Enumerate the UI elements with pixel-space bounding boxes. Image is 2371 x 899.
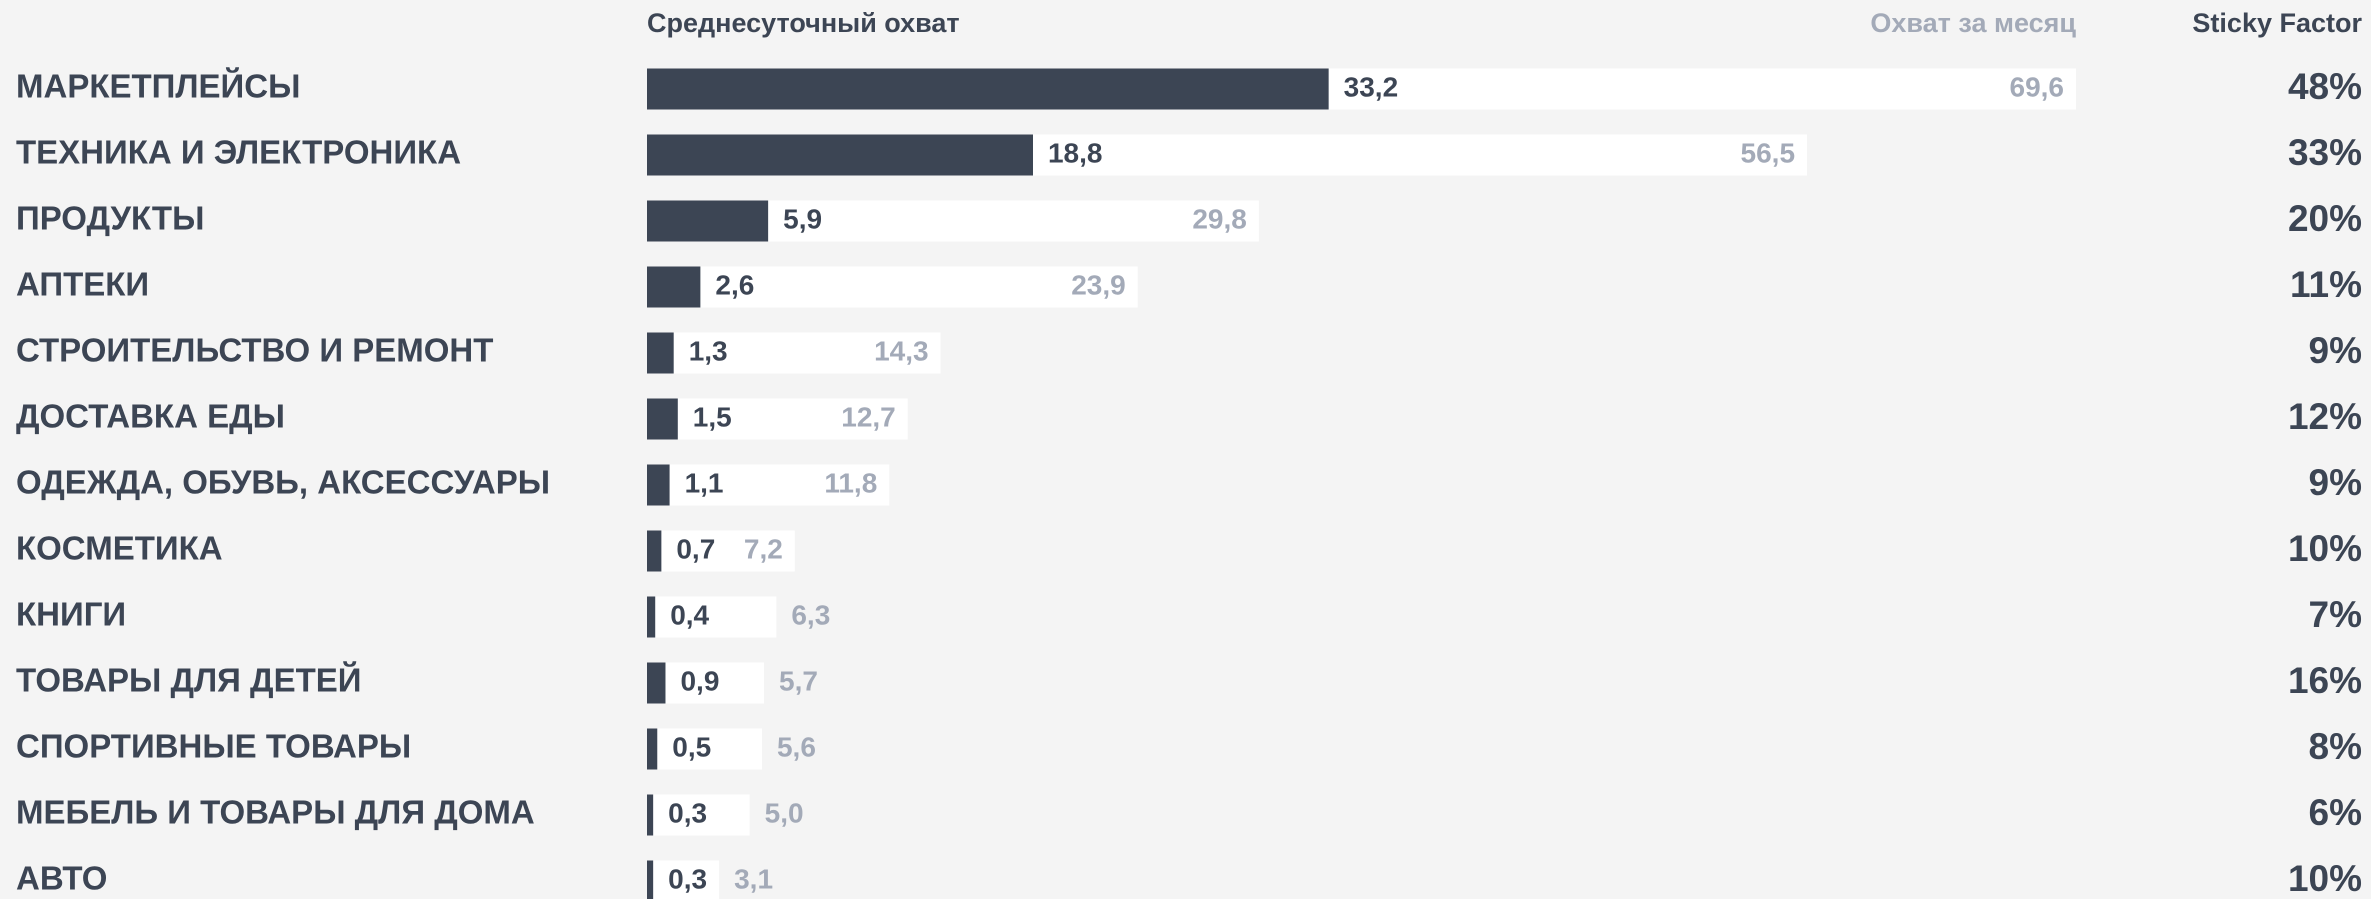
monthly-value-label: 69,6	[2010, 71, 2065, 102]
daily-bar	[647, 398, 678, 440]
monthly-bar	[647, 794, 750, 836]
sticky-factor: 9%	[2309, 462, 2362, 503]
daily-bar	[647, 332, 674, 374]
sticky-factor: 10%	[2288, 858, 2362, 899]
sticky-factor: 9%	[2309, 330, 2362, 371]
monthly-value-label: 5,7	[779, 665, 818, 696]
monthly-value-label: 11,8	[824, 467, 877, 498]
monthly-value-label: 56,5	[1741, 137, 1796, 168]
category-label: ТОВАРЫ ДЛЯ ДЕТЕЙ	[16, 661, 361, 699]
daily-bar	[647, 464, 670, 506]
monthly-bar	[647, 596, 777, 638]
sticky-factor: 20%	[2288, 198, 2362, 239]
daily-value-label: 1,3	[689, 335, 728, 366]
sticky-factor: 33%	[2288, 132, 2362, 173]
monthly-value-label: 6,3	[791, 599, 830, 630]
daily-bar	[647, 200, 769, 242]
monthly-value-label: 5,6	[777, 731, 816, 762]
header-sticky: Sticky Factor	[2192, 8, 2362, 38]
category-label: СТРОИТЕЛЬСТВО И РЕМОНТ	[16, 332, 493, 369]
category-label: ОДЕЖДА, ОБУВЬ, АКСЕССУАРЫ	[16, 464, 550, 501]
monthly-value-label: 29,8	[1192, 203, 1247, 234]
daily-value-label: 33,2	[1344, 71, 1399, 102]
daily-value-label: 1,1	[685, 467, 724, 498]
category-label: АВТО	[16, 860, 107, 897]
daily-bar	[647, 530, 662, 572]
daily-value-label: 0,3	[668, 797, 707, 828]
category-label: ПРОДУКТЫ	[16, 200, 204, 237]
monthly-value-label: 14,3	[874, 335, 929, 366]
daily-value-label: 1,5	[693, 401, 732, 432]
sticky-factor: 8%	[2309, 726, 2362, 767]
monthly-value-label: 12,7	[841, 401, 896, 432]
monthly-value-label: 3,1	[734, 863, 773, 894]
daily-value-label: 0,4	[670, 599, 709, 630]
category-label: МАРКЕТПЛЕЙСЫ	[16, 67, 300, 105]
sticky-factor: 7%	[2309, 594, 2362, 635]
monthly-bar	[647, 860, 720, 899]
daily-bar	[647, 794, 654, 836]
category-label: КНИГИ	[16, 596, 126, 633]
daily-value-label: 0,7	[676, 533, 715, 564]
monthly-bar	[647, 662, 765, 704]
monthly-bar	[647, 530, 795, 572]
monthly-value-label: 7,2	[744, 533, 783, 564]
daily-value-label: 0,9	[680, 665, 719, 696]
category-label: ДОСТАВКА ЕДЫ	[16, 398, 285, 435]
monthly-bar	[647, 464, 890, 506]
daily-bar	[647, 68, 1329, 110]
sticky-factor: 11%	[2290, 264, 2362, 305]
sticky-factor: 16%	[2288, 660, 2362, 701]
monthly-value-label: 5,0	[765, 797, 804, 828]
monthly-bar	[647, 332, 941, 374]
monthly-bar	[647, 266, 1138, 308]
monthly-value-label: 23,9	[1071, 269, 1126, 300]
sticky-factor: 12%	[2288, 396, 2362, 437]
daily-bar	[647, 266, 701, 308]
daily-bar	[647, 728, 658, 770]
daily-bar	[647, 860, 654, 899]
daily-bar	[647, 662, 666, 704]
monthly-bar	[647, 728, 762, 770]
header-monthly: Охват за месяц	[1870, 8, 2076, 38]
category-label: ТЕХНИКА И ЭЛЕКТРОНИКА	[16, 134, 461, 171]
category-label: АПТЕКИ	[16, 266, 149, 303]
category-label: КОСМЕТИКА	[16, 530, 223, 567]
daily-bar	[647, 596, 656, 638]
category-label: МЕБЕЛЬ И ТОВАРЫ ДЛЯ ДОМА	[16, 794, 535, 831]
header-daily: Среднесуточный охват	[647, 8, 960, 38]
daily-value-label: 2,6	[715, 269, 754, 300]
daily-value-label: 0,5	[672, 731, 711, 762]
daily-bar	[647, 134, 1033, 176]
sticky-factor: 6%	[2309, 792, 2362, 833]
daily-value-label: 5,9	[783, 203, 822, 234]
daily-value-label: 0,3	[668, 863, 707, 894]
monthly-bar	[647, 398, 908, 440]
sticky-factor: 10%	[2288, 528, 2362, 569]
daily-value-label: 18,8	[1048, 137, 1103, 168]
category-label: СПОРТИВНЫЕ ТОВАРЫ	[16, 728, 411, 765]
sticky-factor: 48%	[2288, 66, 2362, 107]
